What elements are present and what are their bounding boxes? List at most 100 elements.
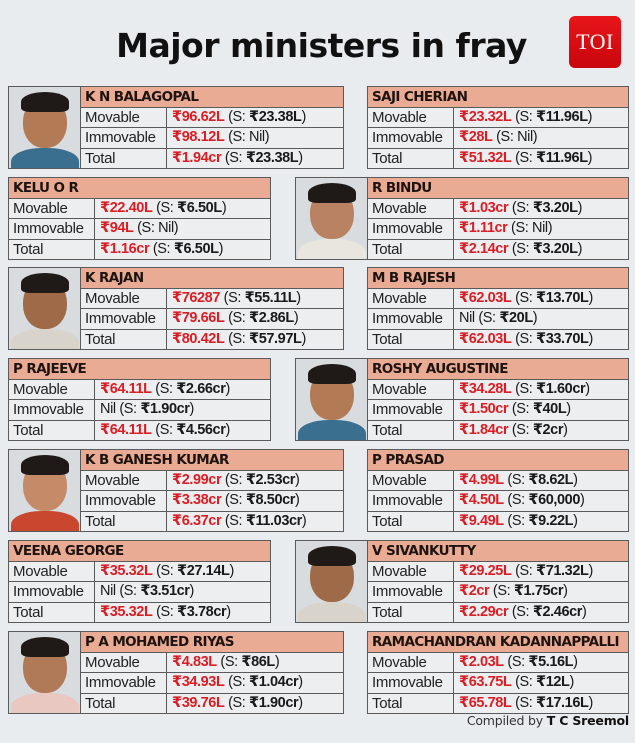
asset-row-movable: Movable ₹62.03L (S: ₹13.70L) (368, 289, 628, 310)
asset-row-total: Total ₹65.78L (S: ₹17.16L) (368, 693, 628, 713)
row-label: Total (368, 148, 454, 168)
spouse-prefix: (S: (152, 200, 178, 216)
spouse-amount: ₹4.56cr (176, 421, 226, 438)
asset-row-movable: Movable ₹2.99cr (S: ₹2.53cr) (81, 471, 343, 492)
row-label: Total (368, 511, 454, 531)
spouse-amount: ₹13.70L (536, 290, 589, 306)
row-value: ₹1.11cr (S: Nil) (459, 220, 553, 237)
candidate-amount: ₹64.11L (100, 421, 152, 438)
minister-photo (9, 87, 81, 168)
row-value: ₹28L (S: Nil) (459, 129, 538, 146)
candidate-amount: ₹35.32L (100, 563, 153, 579)
hair-shape (21, 273, 69, 293)
asset-table: SAJI CHERIAN Movable ₹23.32L (S: ₹11.96L) I… (368, 87, 628, 168)
spouse-amount: ₹1.60cr (536, 381, 586, 397)
candidate-amount: ₹9.49L (459, 512, 504, 529)
spouse-amount: ₹40L (532, 401, 567, 418)
asset-table: P A MOHAMED RIYAS Movable ₹4.83L (S: ₹86L)… (81, 632, 343, 713)
minister-name: KELU O R (9, 178, 270, 199)
spouse-prefix: (S: (224, 129, 250, 146)
row-value: ₹39.76L (S: ₹1.90cr) (172, 694, 303, 711)
spouse-prefix: (S: (511, 330, 537, 347)
row-value: ₹23.32L (S: ₹11.96L) (459, 109, 593, 125)
asset-row-movable: Movable ₹1.03cr (S: ₹3.20L) (368, 199, 628, 220)
row-value: ₹62.03L (S: ₹13.70L) (459, 290, 593, 306)
row-value: ₹1.03cr (S: ₹3.20L) (459, 200, 583, 216)
minister-card: P A MOHAMED RIYAS Movable ₹4.83L (S: ₹86L)… (8, 631, 344, 714)
spouse-prefix: (S: (149, 240, 174, 257)
row-label: Total (368, 239, 454, 259)
row-value: ₹64.11L (S: ₹4.56cr) (100, 421, 230, 438)
candidate-amount: ₹1.16cr (100, 240, 150, 257)
row-label: Total (81, 511, 167, 531)
spouse-amount: ₹3.78cr (177, 603, 227, 620)
hair-shape (21, 92, 69, 112)
row-label: Movable (9, 562, 95, 582)
row-label: Immovable (368, 491, 454, 511)
asset-row-total: Total ₹64.11L (S: ₹4.56cr) (9, 420, 270, 440)
row-label: Immovable (9, 400, 95, 420)
minister-name: P PRASAD (368, 450, 628, 471)
minister-photo (9, 632, 81, 713)
spouse-prefix: (S: (511, 109, 537, 125)
hair-shape (21, 455, 69, 475)
spouse-prefix: (S: (224, 310, 250, 327)
asset-row-immovable: Immovable Nil (S: ₹3.51cr) (9, 582, 270, 603)
row-value: ₹35.32L (S: ₹27.14L) (100, 563, 234, 579)
row-label: Immovable (368, 400, 454, 420)
asset-row-immovable: Immovable ₹34.93L (S: ₹1.04cr) (81, 673, 343, 694)
shirt-shape (11, 511, 79, 531)
spouse-amount: ₹2.66cr (176, 381, 226, 397)
row-value: ₹35.32L (S: ₹3.78cr) (100, 603, 231, 620)
asset-row-movable: Movable ₹96.62L (S: ₹23.38L) (81, 108, 343, 129)
minister-name: M B RAJESH (368, 268, 628, 289)
minister-card: K N BALAGOPAL Movable ₹96.62L (S: ₹23.38L)… (8, 86, 344, 169)
asset-row-total: Total ₹51.32L (S: ₹11.96L) (368, 148, 628, 168)
spouse-amount: ₹6.50L (177, 200, 222, 216)
shirt-shape (11, 148, 79, 168)
spouse-prefix: (S: (221, 512, 246, 529)
asset-row-immovable: Immovable ₹4.50L (S: ₹60,000) (368, 491, 628, 512)
minister-name: ROSHY AUGUSTINE (368, 359, 628, 380)
page-title: Major ministers in fray (116, 26, 527, 65)
spouse-amount: ₹8.50cr (245, 492, 296, 509)
row-value: ₹3.38cr (S: ₹8.50cr) (172, 492, 300, 509)
hair-shape (308, 546, 356, 566)
minister-card: RAMACHANDRAN KADANNAPPALLI Movable ₹2.03L … (367, 631, 629, 714)
asset-table: K RAJAN Movable ₹76287 (S: ₹55.11L) Immovab… (81, 268, 343, 349)
row-label: Movable (368, 653, 454, 673)
row-value: ₹6.37cr (S: ₹11.03cr) (172, 512, 307, 529)
spouse-amount: Nil (532, 220, 548, 237)
spouse-amount: ₹3.51cr (140, 583, 190, 600)
row-label: Total (368, 602, 454, 622)
spouse-prefix: (S: (152, 563, 178, 579)
asset-row-total: Total ₹9.49L (S: ₹9.22L) (368, 511, 628, 531)
candidate-amount: ₹79.66L (172, 310, 225, 327)
spouse-prefix: (S: (224, 674, 250, 691)
row-value: ₹94L (S: Nil) (100, 220, 179, 237)
candidate-amount: ₹4.99L (459, 472, 504, 488)
spouse-amount: ₹23.38L (249, 109, 302, 125)
minister-photo (9, 450, 81, 531)
minister-card: VEENA GEORGE Movable ₹35.32L (S: ₹27.14L) I… (8, 540, 271, 623)
row-label: Total (368, 329, 454, 349)
minister-name: VEENA GEORGE (9, 541, 270, 562)
asset-row-movable: Movable ₹4.99L (S: ₹8.62L) (368, 471, 628, 492)
row-label: Movable (81, 471, 167, 491)
row-value: ₹4.83L (S: ₹86L) (172, 654, 280, 670)
asset-row-movable: Movable ₹23.32L (S: ₹11.96L) (368, 108, 628, 129)
row-label: Immovable (368, 582, 454, 602)
row-value: ₹2cr (S: ₹1.75cr) (459, 583, 568, 600)
minister-card: KELU O R Movable ₹22.40L (S: ₹6.50L) Immova… (8, 177, 271, 260)
spouse-prefix: (S: (508, 421, 533, 438)
spouse-amount: ₹12L (536, 674, 570, 691)
asset-row-movable: Movable ₹4.83L (S: ₹86L) (81, 653, 343, 674)
row-label: Immovable (368, 673, 454, 693)
candidate-amount: ₹63.75L (459, 674, 512, 691)
asset-row-total: Total ₹80.42L (S: ₹57.97L) (81, 329, 343, 349)
asset-table: P PRASAD Movable ₹4.99L (S: ₹8.62L) Immovab… (368, 450, 628, 531)
candidate-amount: ₹51.32L (459, 149, 512, 166)
asset-row-movable: Movable ₹76287 (S: ₹55.11L) (81, 289, 343, 310)
candidate-amount: ₹2.29cr (459, 603, 509, 620)
row-label: Movable (368, 108, 454, 128)
